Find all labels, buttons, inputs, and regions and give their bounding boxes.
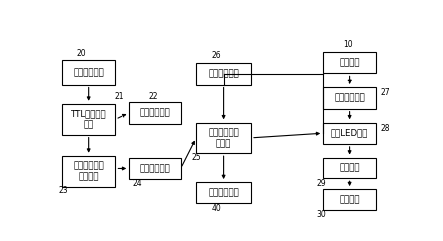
Text: 40: 40	[211, 204, 221, 214]
Text: 缩束镜组: 缩束镜组	[339, 195, 360, 204]
Bar	[62, 60, 116, 85]
Text: 第一数字信号
处理电路: 第一数字信号 处理电路	[74, 161, 104, 181]
Bar	[323, 52, 377, 74]
Bar	[129, 158, 181, 179]
Text: 29: 29	[317, 179, 326, 188]
Bar	[196, 123, 251, 153]
Text: 多路差分输入
放大器: 多路差分输入 放大器	[208, 128, 239, 148]
Text: 集成电路芯片: 集成电路芯片	[140, 164, 170, 173]
Text: TTL信号转换
电路: TTL信号转换 电路	[71, 109, 107, 129]
Text: 准直镜组: 准直镜组	[339, 164, 360, 173]
Text: 28: 28	[380, 124, 390, 133]
Text: 25: 25	[191, 153, 201, 162]
Text: 22: 22	[148, 92, 158, 101]
Text: 27: 27	[380, 88, 390, 97]
Text: 输入信号接口: 输入信号接口	[74, 68, 104, 77]
Text: 30: 30	[317, 210, 326, 219]
Bar	[323, 87, 377, 109]
Text: 主控结构: 主控结构	[339, 58, 360, 67]
Bar	[62, 104, 116, 135]
Text: 23: 23	[58, 186, 68, 195]
Bar	[323, 123, 377, 144]
Text: 10: 10	[343, 40, 353, 49]
Text: 模式选择端口: 模式选择端口	[140, 108, 170, 117]
Bar	[323, 189, 377, 210]
Text: 恒压限流电源: 恒压限流电源	[334, 94, 365, 102]
Bar	[323, 158, 377, 178]
Bar	[196, 63, 251, 85]
Text: 24: 24	[133, 179, 143, 188]
Text: 21: 21	[114, 92, 124, 101]
Bar	[129, 102, 181, 124]
Bar	[62, 156, 116, 187]
Text: 信道均衡电路: 信道均衡电路	[208, 69, 239, 78]
Text: 信道选择电路: 信道选择电路	[208, 188, 239, 197]
Text: 20: 20	[76, 48, 86, 58]
Bar	[196, 182, 251, 203]
Text: 26: 26	[212, 51, 222, 60]
Text: 多路LED阵列: 多路LED阵列	[331, 129, 369, 138]
